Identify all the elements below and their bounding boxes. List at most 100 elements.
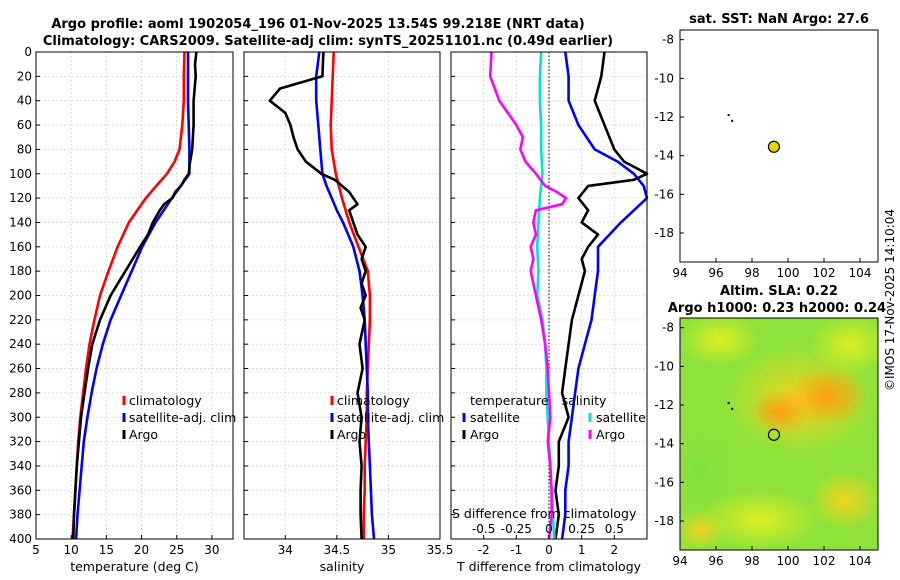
depth-tick-label: 80: [17, 142, 32, 156]
difference-xlabel2: S difference from climatology: [452, 506, 637, 521]
sla_map-panel: 94 96 98 100 102 104 -8 -10 -12 -14 -16 -18 Altim. S…: [654, 284, 886, 568]
sla_map-xtick-label: 94: [672, 554, 687, 568]
depth-tick-label: 20: [17, 69, 32, 83]
depth-tick-label: 160: [9, 240, 32, 254]
temperature-xtick-label: 20: [134, 543, 149, 557]
difference-xlabel: T difference from climatology: [456, 559, 642, 574]
sst_map-ytick-label: -16: [654, 187, 674, 201]
sst_map-track-point: [727, 114, 730, 117]
legend-s-label: satellite: [596, 410, 646, 425]
sst_map-xtick-label: 96: [708, 266, 723, 280]
temperature-xtick-label: 5: [32, 543, 40, 557]
depth-tick-label: 300: [9, 410, 32, 424]
difference-xtick-label: 1: [578, 543, 586, 557]
sla_map-xtick-label: 104: [849, 554, 872, 568]
temperature-xtick-label: 15: [99, 543, 114, 557]
legend-temperature-title: temperature: [470, 393, 549, 408]
salinity-xlabel: salinity: [320, 559, 365, 574]
sst_map-panel: 94 96 98 100 102 104 -8 -10 -12 -14 -16 -18 sat. SST…: [654, 12, 879, 280]
sst_map-xtick-label: 98: [744, 266, 759, 280]
sla_map-track-point: [727, 402, 730, 405]
sla_map-ytick-label: -8: [662, 321, 674, 335]
salinity-legend-label: satellite-adj. clim: [337, 410, 444, 425]
sla_map-track-point: [731, 407, 734, 410]
sst_map-xtick-label: 100: [777, 266, 800, 280]
difference-series-t-satellite: [560, 51, 649, 540]
depth-tick-label: 280: [9, 386, 32, 400]
salinity-legend-label: climatology: [337, 393, 410, 408]
sst_map-ytick-label: -10: [654, 71, 674, 85]
sla_map-xtick-label: 98: [744, 554, 759, 568]
sla-heatmap: [680, 318, 878, 550]
sla_map-ytick-label: -18: [654, 514, 674, 528]
difference-xtick2-label: -0.25: [501, 522, 532, 536]
depth-tick-label: 40: [17, 94, 32, 108]
depth-tick-label: 60: [17, 118, 32, 132]
legend-s-label: Argo: [596, 427, 625, 442]
temperature-xtick-label: 10: [64, 543, 79, 557]
legend-t-label: satellite: [470, 410, 520, 425]
temperature-xtick-label: 30: [204, 543, 219, 557]
sla_map-frame: [679, 317, 879, 551]
depth-tick-label: 140: [9, 215, 32, 229]
difference-xtick-label: 0: [545, 543, 553, 557]
legend-salinity-title: salinity: [562, 393, 607, 408]
depth-tick-label: 180: [9, 264, 32, 278]
difference-series-t-argo: [554, 51, 649, 540]
figure-title-line1: Argo profile: aoml 1902054_196 01-Nov-20…: [51, 17, 584, 32]
sst_map-frame: [679, 29, 879, 263]
sla_map-xtick-label: 100: [777, 554, 800, 568]
sst_map-ytick-label: -12: [654, 110, 674, 124]
temperature-legend-label: Argo: [129, 427, 158, 442]
sla_map-argo-marker: [767, 428, 781, 441]
temperature-legend-label: satellite-adj. clim: [129, 410, 236, 425]
sla_map-ytick-label: -14: [654, 437, 674, 451]
difference-xtick2-label: 0.5: [605, 522, 624, 536]
sst_map-ytick-label: -14: [654, 149, 674, 163]
figure-title-line2: Climatology: CARS2009. Satellite-adj cli…: [43, 34, 613, 49]
temperature-xtick-label: 25: [169, 543, 184, 557]
temperature-series-argo: [72, 51, 198, 540]
temperature-legend-label: climatology: [129, 393, 202, 408]
salinity-panel: 34 34.5 35 35.5 salinity climatology satellite…: [243, 51, 454, 574]
sst_map-xtick-label: 102: [813, 266, 836, 280]
sst_map-track-point: [731, 119, 734, 122]
salinity-xtick-label: 34: [278, 543, 293, 557]
salinity-xtick-label: 34.5: [323, 543, 350, 557]
depth-tick-label: 260: [9, 362, 32, 376]
sst_map-title: sat. SST: NaN Argo: 27.6: [689, 12, 869, 27]
depth-tick-label: 340: [9, 459, 32, 473]
sla_map-title-line2: Argo h1000: 0.23 h2000: 0.24: [668, 301, 886, 316]
difference-xtick-label: 2: [611, 543, 619, 557]
temperature-series-satellite-adj-clim: [74, 52, 191, 540]
imos-timestamp: ©IMOS 17-Nov-2025 14:10:04: [883, 209, 897, 391]
legend-t-label: Argo: [470, 427, 499, 442]
salinity-series-argo: [268, 51, 368, 540]
temperature-xlabel: temperature (deg C): [70, 559, 199, 574]
depth-tick-label: 240: [9, 337, 32, 351]
sst_map-ytick-label: -18: [654, 226, 674, 240]
temperature-panel: 5 10 15 20 25 300 20 40 60 80 100 120 140 160 180 200 22…: [9, 45, 236, 574]
depth-tick-label: 200: [9, 289, 32, 303]
difference-xtick-label: -1: [510, 543, 522, 557]
salinity-legend-label: Argo: [337, 427, 366, 442]
depth-tick-label: 220: [9, 313, 32, 327]
sst_map-argo-marker: [767, 140, 781, 153]
depth-tick-label: 320: [9, 435, 32, 449]
sla_map-ytick-label: -10: [654, 359, 674, 373]
sst_map-xtick-label: 104: [849, 266, 872, 280]
salinity-xtick-label: 35.5: [427, 543, 454, 557]
sla_map-title-line1: Altim. SLA: 0.22: [720, 284, 838, 299]
salinity-xtick-label: 35: [381, 543, 396, 557]
depth-tick-label: 360: [9, 483, 32, 497]
difference-xtick2-label: -0.5: [472, 522, 495, 536]
depth-tick-label: 100: [9, 167, 32, 181]
sst_map-xtick-label: 94: [672, 266, 687, 280]
depth-tick-label: 400: [9, 532, 32, 546]
difference-xtick-label: -2: [478, 543, 490, 557]
depth-tick-label: 120: [9, 191, 32, 205]
temperature-plot-area: [36, 52, 233, 539]
depth-tick-label: 380: [9, 508, 32, 522]
sla_map-ytick-label: -12: [654, 398, 674, 412]
